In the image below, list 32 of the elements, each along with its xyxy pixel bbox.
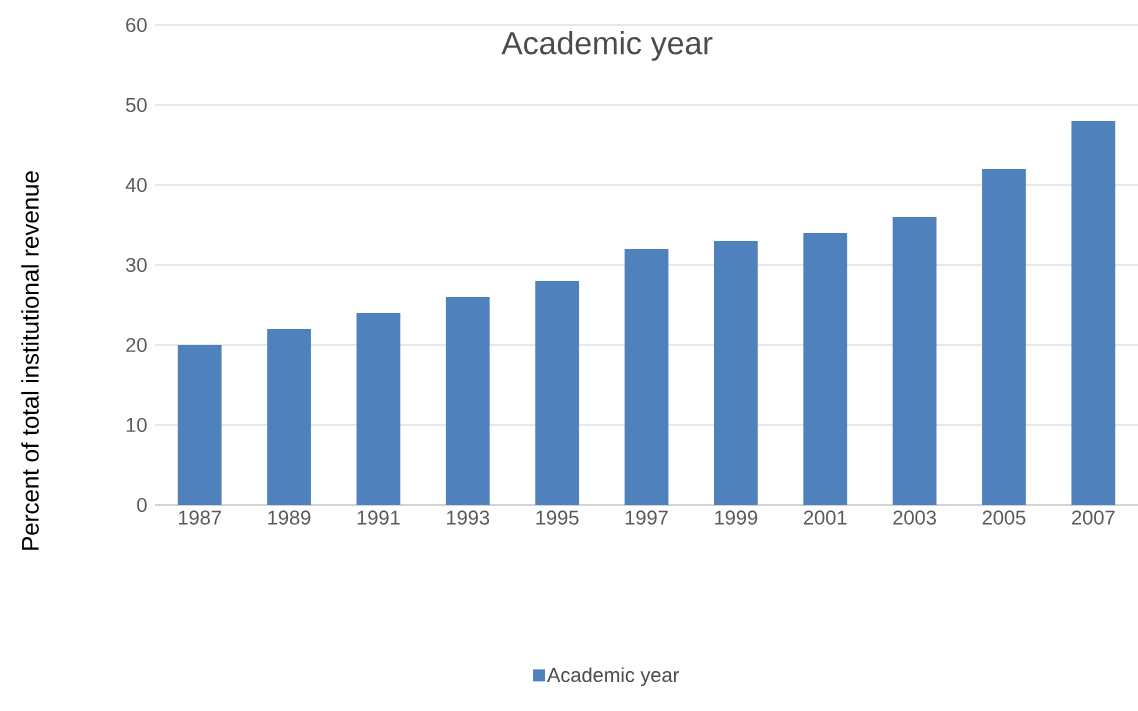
x-tick-label: 1987 bbox=[178, 510, 221, 525]
bar bbox=[356, 312, 401, 505]
bar bbox=[713, 240, 758, 505]
bar bbox=[982, 168, 1026, 505]
x-tick-label: 2001 bbox=[803, 510, 847, 525]
x-tick-label: 1999 bbox=[715, 510, 758, 525]
x-tick-label: 1991 bbox=[357, 510, 400, 525]
x-tick-label: 1989 bbox=[268, 510, 311, 525]
bar bbox=[177, 344, 222, 505]
y-tick-label: 20 bbox=[126, 337, 147, 353]
bar bbox=[1071, 120, 1116, 505]
x-tick-label: 2007 bbox=[1072, 510, 1115, 525]
x-tick-label: 2003 bbox=[893, 510, 936, 525]
bar bbox=[535, 280, 580, 505]
y-tick-label: 0 bbox=[137, 497, 147, 513]
y-tick-label: 10 bbox=[126, 417, 147, 433]
chart-title: Academic year bbox=[501, 30, 713, 61]
bar bbox=[892, 216, 937, 505]
x-tick-label: 1995 bbox=[536, 510, 579, 525]
x-tick-label: 1997 bbox=[625, 510, 668, 525]
bar bbox=[445, 296, 490, 505]
legend-label: Academic year bbox=[547, 667, 679, 687]
y-axis-title: Percent of total institutional revenue bbox=[21, 171, 39, 550]
bar bbox=[803, 232, 848, 505]
bar bbox=[267, 328, 311, 505]
y-tick-label: 50 bbox=[126, 97, 147, 113]
x-tick-label: 1993 bbox=[447, 510, 490, 525]
y-tick-label: 60 bbox=[126, 17, 147, 33]
y-tick-label: 30 bbox=[126, 257, 147, 273]
bar bbox=[624, 248, 669, 505]
x-tick-label: 2005 bbox=[982, 510, 1026, 525]
y-tick-label: 40 bbox=[125, 177, 147, 193]
